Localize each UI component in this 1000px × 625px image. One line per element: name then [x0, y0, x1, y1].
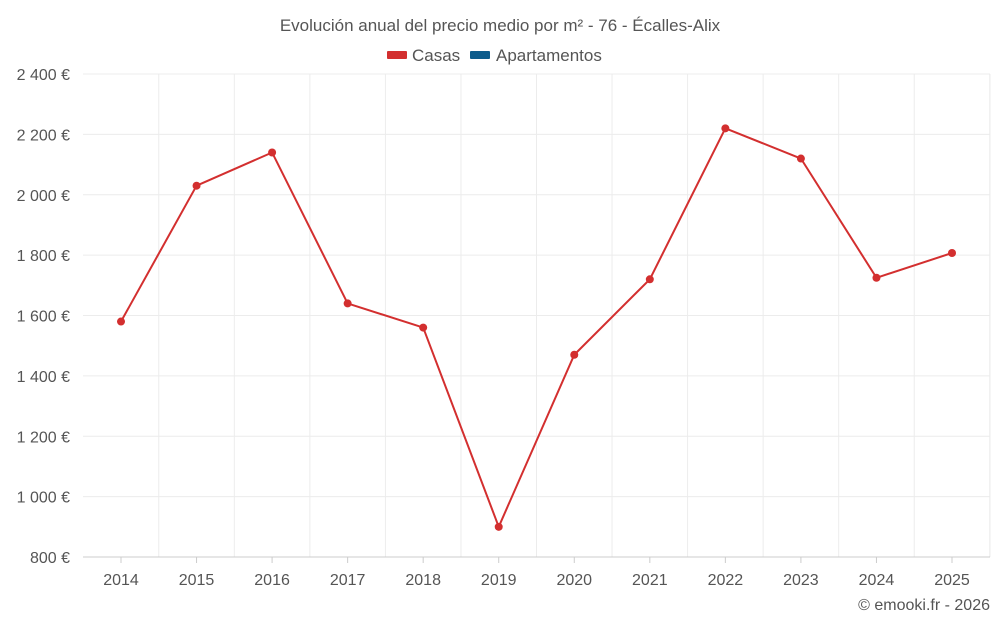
y-tick-label: 1 600 €: [17, 309, 70, 326]
grid: [83, 73, 991, 557]
credit-text: © emooki.fr - 2026: [858, 597, 990, 614]
data-point-casas-2018[interactable]: [419, 323, 428, 332]
x-tick-label: 2024: [859, 572, 895, 589]
legend: Casas Apartamentos: [387, 46, 602, 65]
data-point-casas-2023[interactable]: [796, 154, 805, 163]
legend-label-apartamentos[interactable]: Apartamentos: [496, 46, 602, 65]
x-tick-label: 2018: [405, 572, 441, 589]
y-tick-label: 2 200 €: [17, 127, 70, 144]
x-tick-label: 2016: [254, 572, 290, 589]
y-axis: 800 € 1 000 € 1 200 € 1 400 € 1 600 € 1 800 €…: [17, 67, 70, 567]
y-tick-label: 1 400 €: [17, 369, 70, 386]
legend-swatch-apartamentos[interactable]: [470, 51, 490, 59]
data-point-casas-2022[interactable]: [721, 124, 730, 133]
x-tick-label: 2017: [330, 572, 366, 589]
y-tick-label: 800 €: [30, 550, 70, 567]
y-tick-label: 1 200 €: [17, 429, 70, 446]
series: [117, 124, 956, 531]
data-point-casas-2015[interactable]: [192, 181, 201, 190]
series-line-casas: [120, 127, 953, 528]
data-point-casas-2014[interactable]: [117, 317, 125, 326]
y-tick-label: 1 000 €: [17, 490, 70, 507]
data-point-casas-2021[interactable]: [645, 275, 654, 284]
data-point-casas-2016[interactable]: [268, 148, 277, 157]
x-tick-label: 2021: [632, 572, 668, 589]
x-axis: 2014 2015 2016 2017 2018 2019 2020 2021 2022 2023…: [83, 556, 990, 589]
data-point-casas-2017[interactable]: [343, 299, 352, 308]
y-tick-label: 2 000 €: [17, 188, 70, 205]
x-tick-label: 2022: [708, 572, 744, 589]
legend-label-casas[interactable]: Casas: [412, 46, 460, 65]
x-tick-label: 2023: [783, 572, 819, 589]
data-point-casas-2019[interactable]: [494, 522, 503, 531]
x-tick-label: 2025: [934, 572, 970, 589]
data-point-casas-2024[interactable]: [872, 273, 881, 282]
data-point-casas-2025[interactable]: [948, 249, 956, 258]
y-tick-label: 2 400 €: [17, 67, 70, 84]
x-tick-label: 2014: [103, 572, 139, 589]
legend-swatch-casas[interactable]: [387, 51, 407, 59]
x-tick-label: 2015: [179, 572, 215, 589]
data-point-casas-2020[interactable]: [570, 350, 579, 359]
x-tick-label: 2019: [481, 572, 517, 589]
y-tick-label: 1 800 €: [17, 248, 70, 265]
chart-title: Evolución anual del precio medio por m² …: [280, 16, 721, 35]
x-tick-label: 2020: [556, 572, 592, 589]
